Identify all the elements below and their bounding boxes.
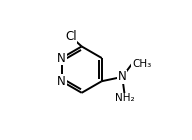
Text: N: N xyxy=(118,70,127,83)
Text: N: N xyxy=(57,75,66,88)
Text: Cl: Cl xyxy=(65,30,77,43)
Text: N: N xyxy=(57,52,66,65)
Text: CH₃: CH₃ xyxy=(132,59,151,69)
Text: NH₂: NH₂ xyxy=(115,93,134,103)
